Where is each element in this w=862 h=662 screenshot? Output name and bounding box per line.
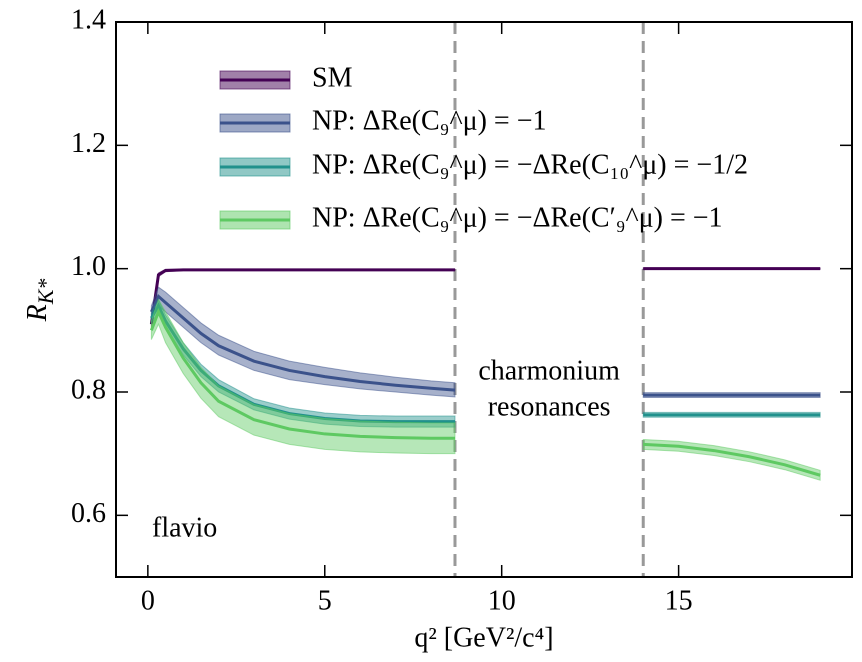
- plot-frame: [115, 21, 853, 578]
- legend-label: SM: [312, 62, 353, 93]
- x-tick-label: 0: [141, 585, 155, 616]
- x-axis-label: q² [GeV²/c⁴]: [414, 622, 553, 653]
- y-tick-label: 0.8: [71, 374, 106, 405]
- x-tick-label: 10: [488, 585, 516, 616]
- legend-label: NP: ΔRe(C₉^μ) = −ΔRe(C′₉^μ) = −1: [312, 202, 723, 233]
- error-band: [642, 438, 821, 481]
- y-tick-label: 1.4: [71, 4, 106, 35]
- y-tick-label: 1.0: [71, 251, 106, 282]
- legend-label: NP: ΔRe(C₉^μ) = −ΔRe(C₁₀^μ) = −1/2: [312, 149, 748, 180]
- series-line: [150, 293, 821, 397]
- y-axis-label: RK*: [22, 279, 58, 323]
- y-axis-label-sub: K*: [33, 279, 58, 306]
- x-tick-label: 5: [318, 585, 332, 616]
- x-tick-label: 15: [665, 585, 693, 616]
- series-line: [149, 307, 821, 477]
- watermark: flavio: [152, 512, 217, 543]
- region-label: charmonium: [478, 355, 620, 386]
- y-tick-label: 1.2: [71, 128, 106, 159]
- y-axis-label-main: R: [22, 304, 53, 322]
- error-band: [150, 298, 456, 455]
- series-line: [149, 267, 821, 325]
- region-label: resonances: [488, 391, 611, 422]
- error-band: [150, 268, 456, 328]
- y-tick-label: 0.6: [71, 498, 106, 529]
- legend-label: NP: ΔRe(C₉^μ) = −1: [312, 105, 547, 136]
